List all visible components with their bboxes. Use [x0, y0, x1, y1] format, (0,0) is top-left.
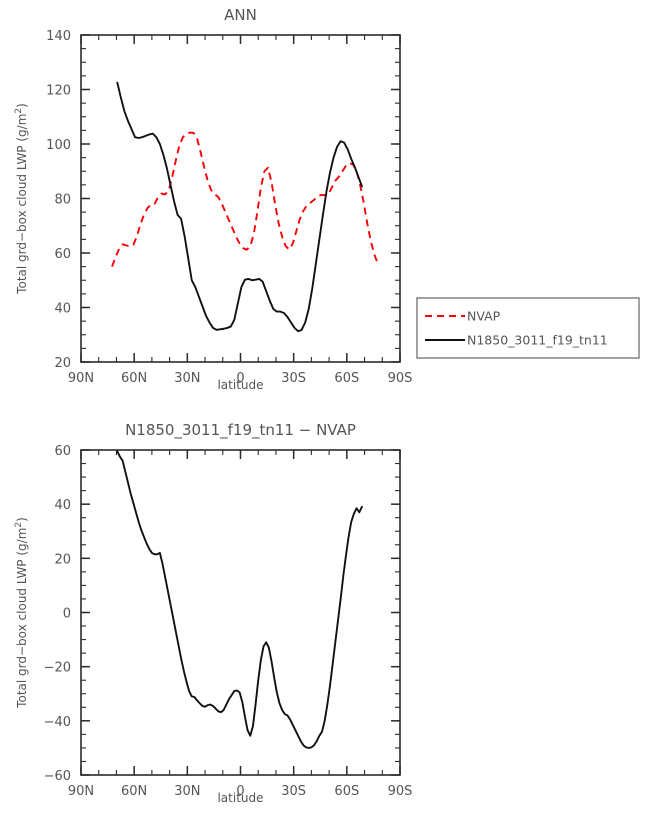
- panel-top-y-axis-label-main: Total grd−box cloud LWP (g/m: [15, 114, 29, 295]
- panel-top-x-ticklabel: 60S: [334, 371, 359, 386]
- panel-top-y-axis-label-tail: ): [15, 103, 29, 108]
- panel-top-y-ticklabel: 20: [54, 356, 71, 371]
- panel-bottom-title: N1850_3011_f19_tn11 − NVAP: [125, 421, 356, 440]
- panel-bottom-x-ticklabel: 30N: [174, 784, 200, 799]
- panel-top-title: ANN: [224, 6, 257, 24]
- panel-bottom-x-ticklabel: 60N: [121, 784, 147, 799]
- panel-bottom-x-ticklabel: 30S: [281, 784, 306, 799]
- panel-bottom-y-axis-label-tail: ): [15, 517, 29, 522]
- panel-top-x-ticklabel: 90N: [68, 371, 94, 386]
- panel-bottom-y-ticklabel: −60: [44, 769, 71, 784]
- panel-top-x-ticklabel: 0: [236, 371, 244, 386]
- legend-box: [416, 297, 640, 359]
- panel-bottom-x-ticklabel: 90N: [68, 784, 94, 799]
- panel-top-x-axis-label: latitude: [217, 378, 263, 392]
- panel-bottom-y-axis-label-main: Total grd−box cloud LWP (g/m: [15, 528, 29, 709]
- panel-top-plot-frame: [80, 34, 401, 363]
- panel-bottom-series-0: [116, 450, 363, 749]
- panel-bottom-y-ticklabel: −20: [44, 661, 71, 676]
- panel-top-y-axis-label-exponent: 2: [14, 108, 24, 114]
- panel-top-y-ticklabel: 40: [54, 302, 71, 317]
- panel-top-y-ticklabel: 100: [46, 138, 71, 153]
- panel-bottom-y-ticklabel: 20: [54, 552, 71, 567]
- panel-bottom-x-ticklabel: 60S: [334, 784, 359, 799]
- panel-top-series-0: [111, 131, 379, 267]
- panel-bottom-x-ticklabel: 0: [236, 784, 244, 799]
- panel-bottom-x-ticklabel: 90S: [388, 784, 413, 799]
- panel-bottom-y-ticklabel: −40: [44, 715, 71, 730]
- panel-top-x-ticklabel: 60N: [121, 371, 147, 386]
- panel-top-y-ticklabel: 120: [46, 84, 71, 99]
- panel-top-series-1: [116, 81, 363, 333]
- panel-bottom-y-ticklabel: 60: [54, 444, 71, 459]
- panel-bottom-y-ticklabel: 40: [54, 498, 71, 513]
- panel-top-y-ticklabel: 140: [46, 29, 71, 44]
- panel-top-y-axis-label: Total grd−box cloud LWP (g/m2): [14, 103, 29, 295]
- panel-top-x-ticklabel: 30S: [281, 371, 306, 386]
- panel-top-x-ticklabel: 90S: [388, 371, 413, 386]
- panel-bottom-y-axis-label: Total grd−box cloud LWP (g/m2): [14, 517, 29, 709]
- panel-bottom-y-axis-label-exponent: 2: [14, 522, 24, 528]
- panel-top-y-ticklabel: 80: [54, 193, 71, 208]
- panel-bottom-plot-frame: [80, 449, 401, 776]
- panel-top-y-ticklabel: 60: [54, 247, 71, 262]
- legend-label-1: N1850_3011_f19_tn11: [467, 333, 608, 348]
- panel-bottom-y-ticklabel: 0: [63, 607, 71, 622]
- legend-label-0: NVAP: [467, 309, 501, 324]
- panel-top-x-ticklabel: 30N: [174, 371, 200, 386]
- panel-bottom-x-axis-label: latitude: [217, 791, 263, 805]
